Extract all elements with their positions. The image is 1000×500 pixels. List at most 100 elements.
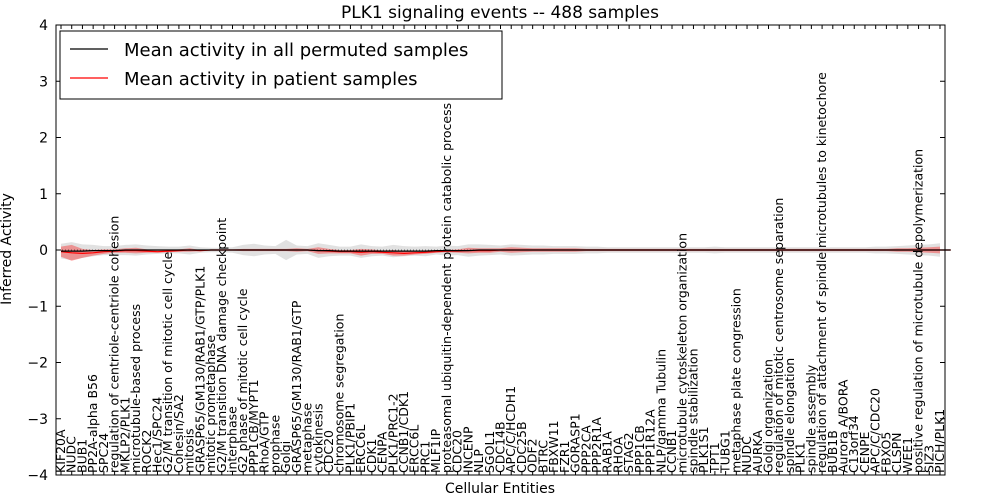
x-tick-label: PP2A-alpha B56 (85, 374, 100, 473)
x-tick-label: Aurora A/BORA (836, 379, 851, 473)
x-tick-label: FZR1 (557, 441, 572, 473)
x-tick-label: STAG2 (621, 432, 636, 473)
x-tick-label: microtubule cytoskeleton organization (675, 233, 690, 473)
x-tick-label: ODF2 (525, 438, 540, 473)
x-axis-label: Cellular Entities (445, 481, 555, 497)
y-tick-label: 4 (39, 18, 48, 34)
x-tick-label: PICH/PLK1 (932, 409, 947, 473)
x-tick-label: SIZ3 (921, 445, 936, 473)
x-tick-label: PRC1 (418, 441, 433, 473)
x-tick-label: RAB1A (600, 431, 615, 473)
x-tick-label: G2/M transition DNA damage checkpoint (214, 218, 229, 473)
x-tick-label: APC/C/HCDH1 (503, 386, 518, 473)
x-tick-label: SPC24 (96, 433, 111, 473)
x-tick-label: CENPA (375, 431, 390, 473)
x-tick-label: spindle elongation (782, 358, 797, 473)
x-tick-label: FBXO5 (878, 432, 893, 473)
x-tick-label: RhoA/GTP (257, 411, 272, 473)
x-tick-label: CDC25B (514, 421, 529, 473)
x-tick-label: CDC20 (321, 430, 336, 473)
x-tick-label: INCENP (460, 426, 475, 473)
x-tick-label: cytokinesis (310, 403, 325, 473)
x-tick-label: PLK1 (793, 442, 808, 473)
x-tick-label: mitosis (182, 428, 197, 473)
x-tick-label: ROCK2 (139, 430, 154, 473)
x-tick-label: BTRC (535, 440, 550, 473)
x-tick-label: PPP1CB/MYPT1 (246, 379, 261, 473)
x-tick-label: CCNB1 (664, 430, 679, 473)
x-tick-label: microtubule-based process (128, 304, 143, 473)
x-tick-label: proteasomal ubiquitin-dependent protein … (439, 103, 454, 473)
y-tick-label: −2 (27, 356, 48, 372)
x-tick-label: NLP (471, 449, 486, 473)
legend-label-patient: Mean activity in patient samples (124, 69, 418, 90)
x-tick-label: PPP1R12A (643, 409, 658, 473)
x-tick-label: KIF20A (53, 429, 68, 473)
x-tick-label: PPP1CB (632, 425, 647, 473)
x-tick-label: PPP2CA (578, 425, 593, 473)
x-tick-label: regulation of centriole-centriole cohesi… (107, 216, 122, 473)
x-tick-label: spindle assembly (803, 364, 818, 473)
legend-box (59, 30, 503, 100)
plot-frame (55, 24, 946, 476)
x-tick-label: chromosome segregation (332, 314, 347, 473)
x-tick-label: CDK1 (364, 438, 379, 473)
x-tick-label: CDC14B (493, 421, 508, 473)
x-tick-label: NUDC (64, 436, 79, 473)
x-tick-label: ERCC6L (353, 425, 368, 473)
x-tick-label: mitotic prometaphase (203, 335, 218, 473)
y-tick-label: 0 (39, 243, 48, 259)
chart-title: PLK1 signaling events -- 488 samples (341, 3, 659, 23)
x-tick-label: CENPE (857, 431, 872, 473)
x-tick-label: metaphase plate congression (728, 288, 743, 473)
y-tick-label: −4 (27, 468, 48, 484)
x-tick-label: prophase (267, 415, 282, 473)
y-ticks: −4 −3 −2 −1 0 1 2 3 4 (27, 18, 945, 484)
x-tick-label: Golgi organization (761, 359, 776, 473)
y-tick-label: −3 (27, 412, 48, 428)
legend-label-permuted: Mean activity in all permuted samples (124, 40, 468, 61)
x-tick-label: regulation of attachment of spindle micr… (814, 72, 829, 473)
x-tick-label: interphase (225, 406, 240, 473)
x-tick-label: G2/M transition of mitotic cell cycle (160, 251, 175, 473)
y-tick-label: 1 (39, 187, 48, 203)
x-tick-label: RHOA (610, 436, 625, 473)
x-tick-label: TUBG1 (718, 430, 733, 474)
x-tick-label: ERCC6L (407, 425, 422, 473)
y-tick-label: 2 (39, 131, 48, 147)
x-tick-label: positive regulation of microtubule depol… (911, 149, 926, 473)
x-tick-label: Golgi (278, 441, 293, 473)
x-tick-label: MKLP2/PLK1 (117, 397, 132, 473)
x-tick-label: TPT1 (707, 442, 722, 474)
x-tick-label: GRASP65/GM130/RAB1/GTP/PLK1 (192, 266, 207, 473)
y-tick-label: 3 (39, 74, 48, 90)
y-axis-label: Inferred Activity (0, 193, 15, 305)
x-tick-label: G2 phase of mitotic cell cycle (235, 288, 250, 473)
x-tick-label: FBXW11 (546, 420, 561, 473)
x-tick-label: APC/C/CDC20 (868, 388, 883, 473)
x-tick-label: PLK1/PRC1-2 (385, 393, 400, 473)
x-tick-label: GORASP1 (568, 413, 583, 473)
legend: Mean activity in all permuted samples Me… (59, 30, 503, 100)
x-tick-label: NLP/gamma Tubulin (653, 349, 668, 473)
x-tick-label: WEE1 (900, 437, 915, 473)
x-tick-label: metaphase (300, 403, 315, 473)
x-tick-label: PLK1/PBIP1 (342, 403, 357, 473)
x-tick-label: NUDC (739, 436, 754, 473)
y-tick-label: −1 (27, 299, 48, 315)
x-tick-label: Cohesin/SA2 (171, 394, 186, 473)
x-tick-label: BUB1 (74, 439, 89, 473)
x-tick-label: MLF1IP (428, 428, 443, 473)
x-tick-label: BUB1B (825, 430, 840, 473)
x-tick-label: PPP2R1A (589, 417, 604, 473)
x-tick-label: GRASP65/GM130/RAB1/GTP (289, 300, 304, 473)
x-tick-label: Hec1/SPC24 (150, 397, 165, 473)
x-tick-label: regulation of mitotic centrosome separat… (771, 198, 786, 473)
x-tick-label: SGOL1 (482, 431, 497, 473)
x-tick-label: CCNB1/CDK1 (396, 391, 411, 473)
x-tick-label: C13orf34 (846, 415, 861, 473)
x-tick-label: PLK1S1 (696, 426, 711, 473)
x-tick-label: spindle stabilization (686, 348, 701, 473)
